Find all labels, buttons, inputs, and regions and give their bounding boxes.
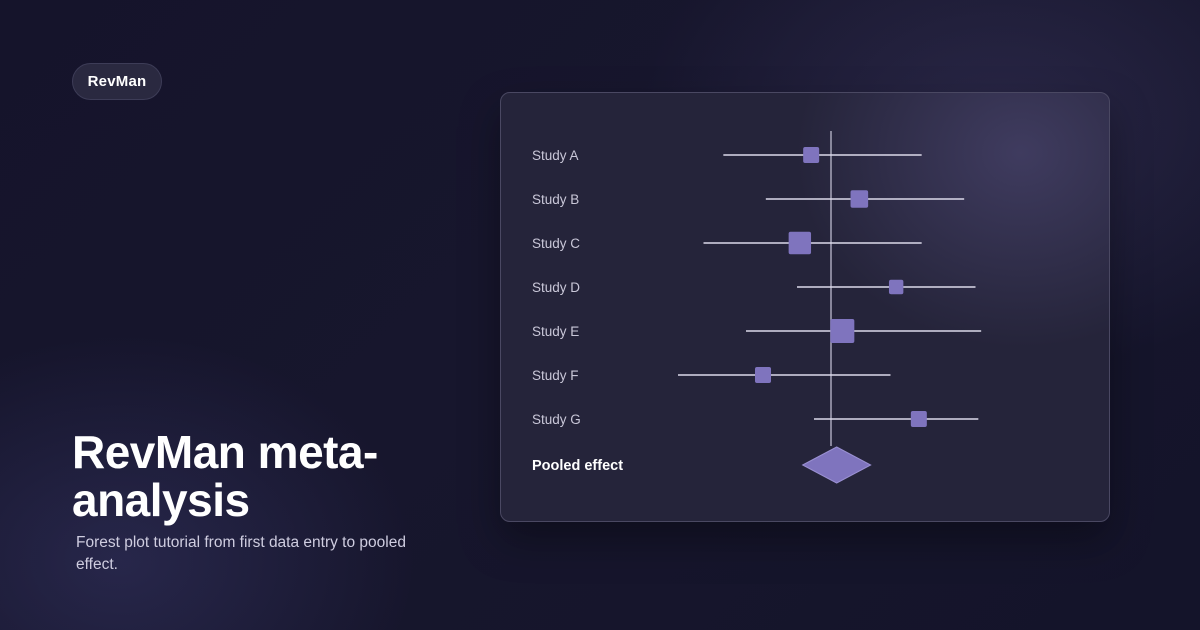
- study-label-study-g: Study G: [532, 412, 581, 427]
- study-label-study-a: Study A: [532, 148, 579, 163]
- effect-marker-study-d: [888, 279, 904, 295]
- effect-marker-study-a: [803, 147, 820, 163]
- pooled-effect-diamond: [801, 446, 872, 484]
- effect-marker-study-e: [830, 319, 855, 343]
- forest-plot-panel: Study A Study B Study C Study D Study E Study…: [500, 92, 1110, 522]
- pooled-effect-label: Pooled effect: [532, 458, 623, 474]
- effect-marker-study-g: [910, 411, 927, 427]
- effect-marker-study-f: [755, 367, 771, 383]
- revman-badge: RevMan: [72, 63, 162, 100]
- study-label-study-e: Study E: [532, 324, 579, 339]
- page-title: RevMan meta-analysis: [72, 426, 378, 526]
- study-label-study-d: Study D: [532, 280, 580, 295]
- forest-plot: Study A Study B Study C Study D Study E Study…: [532, 131, 982, 484]
- effect-marker-study-b: [850, 190, 869, 208]
- effect-marker-study-c: [788, 231, 812, 255]
- study-label-study-b: Study B: [532, 192, 579, 207]
- study-label-study-c: Study C: [532, 236, 580, 251]
- study-label-study-f: Study F: [532, 368, 579, 383]
- page-subtitle: Forest plot tutorial from first data ent…: [76, 534, 406, 573]
